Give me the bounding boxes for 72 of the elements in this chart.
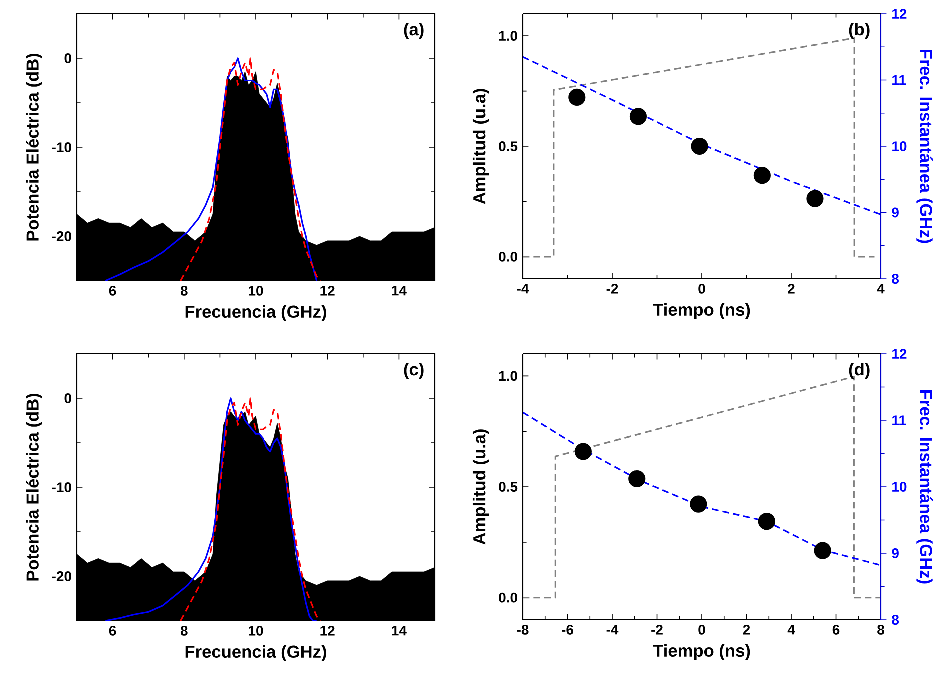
x-tick-label: 10	[249, 626, 264, 636]
x-tick-label: 12	[320, 626, 335, 636]
x-tick-label: 14	[392, 286, 407, 296]
y-tick-label: 0	[64, 54, 72, 64]
x-tick-label: 8	[180, 626, 188, 636]
x-tick-label: 4	[877, 284, 885, 294]
x-tick-label: 6	[109, 286, 116, 296]
annotation: (d)	[849, 362, 870, 380]
y2-tick-label: 9	[892, 548, 899, 558]
point	[814, 542, 832, 560]
y2-axis-title: Frec. Instantánea (GHz)	[916, 50, 933, 244]
y2-tick-label: 12	[892, 9, 907, 19]
x-tick-label: -2	[652, 624, 663, 635]
y2-tick-label: 11	[892, 416, 906, 426]
y-tick-label: 1.0	[499, 31, 518, 42]
point	[568, 88, 586, 106]
y-tick-label: 0.5	[499, 142, 518, 152]
x-tick-label: 6	[109, 626, 116, 636]
x-axis-title: Tiempo (ns)	[653, 644, 750, 660]
x-tick-label: -4	[517, 284, 530, 294]
point	[806, 190, 824, 208]
annotation: (c)	[404, 362, 424, 380]
x-tick-label: -6	[562, 624, 574, 635]
line-series	[523, 412, 882, 566]
x-tick-label: 0	[698, 624, 706, 635]
point	[690, 496, 708, 513]
y2-tick-label: 10	[892, 142, 907, 152]
x-tick-label: 14	[392, 626, 407, 636]
x-tick-label: -8	[517, 624, 529, 635]
x-axis-title: Tiempo (ns)	[653, 303, 750, 320]
x-tick-label: 8	[180, 286, 188, 296]
x-tick-label: 4	[788, 624, 796, 635]
point	[630, 108, 647, 126]
x-tick-label: -4	[606, 624, 619, 635]
y-axis-title: Amplitud (u.a)	[472, 89, 490, 204]
x-tick-label: 12	[320, 286, 335, 296]
y-tick-label: -10	[52, 142, 72, 152]
y-tick-label: -20	[52, 572, 72, 582]
y2-tick-label: 8	[892, 615, 900, 625]
x-tick-label: 6	[832, 624, 840, 635]
y2-tick-label: 8	[892, 274, 900, 284]
y-tick-label: 0.5	[499, 482, 518, 492]
annotation: (b)	[849, 22, 870, 40]
x-axis-title: Frecuencia (GHz)	[186, 305, 326, 322]
y2-axis-title: Frec. Instantánea (GHz)	[916, 390, 933, 584]
y-axis-title: Potencia Eléctrica (dB)	[26, 54, 42, 241]
y-tick-label: 0	[64, 394, 72, 404]
y-tick-label: 1.0	[499, 371, 518, 382]
y-tick-label: -10	[52, 482, 72, 492]
line-series	[523, 56, 882, 216]
point	[758, 513, 776, 530]
y2-tick-label: 11	[892, 75, 906, 86]
x-tick-label: 0	[698, 284, 706, 294]
x-tick-label: 10	[249, 286, 264, 296]
y-tick-label: 0.0	[499, 592, 518, 603]
y-axis-title: Potencia Eléctrica (dB)	[26, 394, 42, 581]
point	[628, 470, 646, 488]
y-tick-label: -20	[52, 232, 72, 242]
y-axis-title: Amplitud (u.a)	[472, 430, 490, 545]
point	[574, 443, 592, 460]
x-tick-label: 2	[743, 624, 750, 635]
point	[754, 167, 771, 184]
y2-tick-label: 12	[892, 349, 907, 359]
y2-tick-label: 10	[892, 482, 907, 492]
annotation: (a)	[404, 22, 424, 40]
x-axis-title: Frecuencia (GHz)	[186, 645, 326, 662]
point	[691, 138, 708, 156]
y2-tick-label: 9	[892, 208, 899, 218]
x-tick-label: 8	[878, 624, 884, 635]
y-tick-label: 0.0	[499, 252, 518, 262]
x-tick-label: 2	[788, 284, 795, 294]
x-tick-label: -2	[606, 284, 618, 294]
